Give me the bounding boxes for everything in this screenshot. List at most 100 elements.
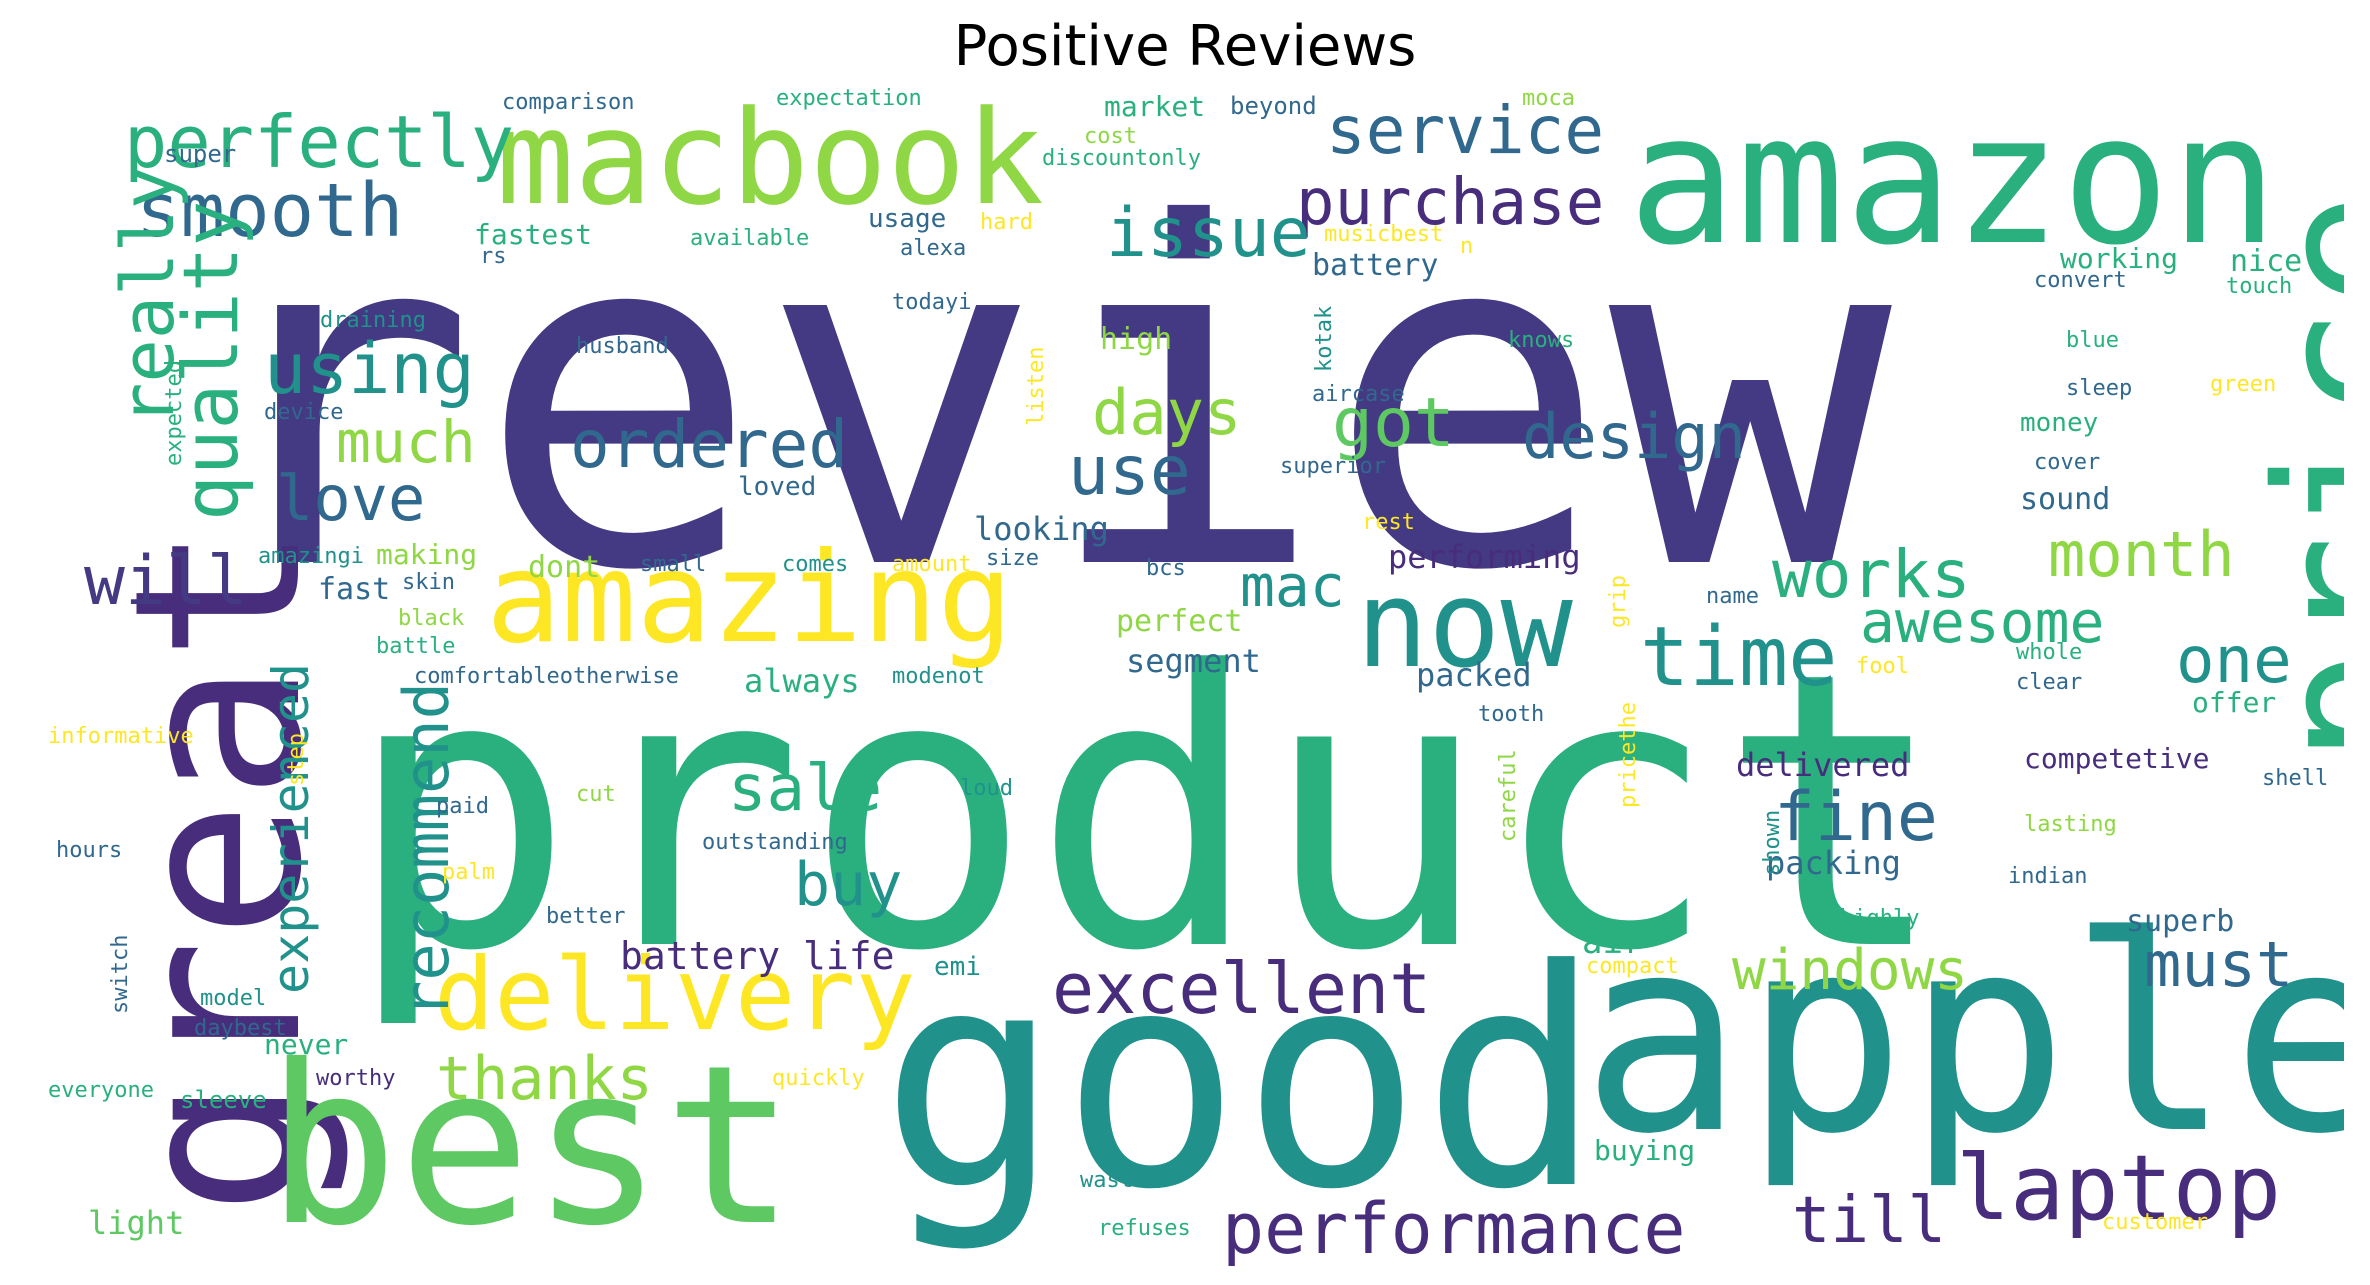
word-model: model [200, 986, 266, 1011]
word-perfect: perfect [1116, 604, 1242, 639]
word-better: better [546, 904, 625, 929]
word-everyone: everyone [48, 1078, 154, 1103]
word-macbook: macbook [496, 86, 1044, 234]
word-one: one [2176, 624, 2292, 698]
word-looking: looking [974, 510, 1109, 548]
word-modenot: modenot [892, 664, 985, 689]
word-design: design [1522, 400, 1746, 473]
word-outstanding: outstanding [702, 830, 848, 855]
word-apple: apple [1581, 878, 2344, 1193]
word-available: available [690, 226, 809, 251]
word-loud: loud [960, 776, 1013, 801]
word-laptop: laptop [1956, 1136, 2281, 1241]
word-expected: expected [162, 360, 187, 466]
word-perfectly: perfectly [124, 100, 514, 184]
word-performance: performance [1222, 1188, 1686, 1266]
word-performing: performing [1388, 538, 1581, 576]
word-battle: battle [376, 634, 455, 659]
word-days: days [1092, 376, 1241, 449]
word-battery-life: battery life [620, 934, 895, 978]
word-really: really [106, 166, 190, 426]
word-draining: draining [320, 308, 426, 333]
word-amazing: amazing [486, 526, 1013, 671]
word-experienced: experienced [262, 663, 320, 994]
word-knows: knows [1508, 328, 1574, 353]
word-market: market [1104, 90, 1205, 123]
word-air: air [1582, 922, 1643, 962]
word-fast: fast [318, 572, 390, 607]
word-device: device [264, 400, 343, 425]
word-superior: superior [1280, 454, 1386, 479]
word-fine: fine [1774, 778, 1938, 857]
word-use: use [1068, 432, 1191, 511]
word-cover: cover [2034, 450, 2100, 475]
word-expectation: expectation [776, 86, 922, 111]
word-shell: shell [2262, 766, 2328, 791]
word-bcs: bcs [1146, 556, 1186, 581]
word-waste: waste [1080, 1168, 1146, 1193]
word-making: making [376, 538, 477, 571]
word-lasting: lasting [2024, 812, 2117, 837]
word-beyond: beyond [1230, 92, 1317, 120]
word-compact: compact [1586, 954, 1679, 979]
word-refuses: refuses [1098, 1216, 1191, 1241]
word-sound: sound [2020, 482, 2110, 517]
word-cost: cost [1084, 124, 1137, 149]
word-light: light [88, 1204, 184, 1242]
word-high: high [1100, 322, 1172, 357]
word-quality: quality [166, 201, 255, 521]
word-dont: dont [528, 550, 600, 585]
word-packed: packed [1416, 656, 1532, 694]
word-love: love [276, 462, 425, 535]
word-price: price [2236, 192, 2344, 764]
word-working: working [2060, 242, 2178, 275]
word-issue: issue [1106, 194, 1311, 273]
word-never: never [264, 1028, 348, 1061]
word-whole: whole [2016, 640, 2082, 665]
word-comes: comes [782, 552, 848, 577]
word-touch: touch [2226, 274, 2292, 299]
word-quickly: quickly [772, 1066, 865, 1091]
word-amazingi: amazingi [258, 544, 364, 569]
word-delivered: delivered [1736, 746, 1909, 784]
word-green: green [2210, 372, 2276, 397]
word-customer: customer [2102, 1210, 2208, 1235]
word-worthy: worthy [316, 1066, 395, 1091]
word-sleeve: sleeve [180, 1086, 267, 1114]
word-product: product [346, 591, 1947, 1034]
word-always: always [744, 662, 860, 700]
word-tooth: tooth [1478, 702, 1544, 727]
word-mac: mac [1240, 552, 1345, 620]
word-emi: emi [934, 952, 981, 982]
word-got: got [1332, 384, 1455, 463]
word-awesome: awesome [1860, 588, 2104, 656]
word-small: small [640, 552, 706, 577]
word-amazon: amazon [1628, 86, 2278, 285]
word-listen: listen [1024, 347, 1049, 426]
word-smooth: smooth [136, 168, 403, 254]
word-shown: shown [1760, 810, 1785, 876]
word-alexa: alexa [900, 236, 966, 261]
word-money: money [2020, 408, 2098, 438]
word-segment: segment [1126, 642, 1261, 680]
word-will: will [84, 542, 248, 621]
word-name: name [1706, 584, 1759, 609]
word-cut: cut [576, 782, 616, 807]
word-size: size [986, 546, 1039, 571]
word-discountonly: discountonly [1042, 146, 1201, 171]
word-skin: skin [402, 570, 455, 595]
word-fool: fool [1856, 654, 1909, 679]
word-switch: switch [108, 935, 133, 1014]
word-recommend: recommend [390, 682, 463, 1018]
word-blue: blue [2066, 328, 2119, 353]
word-purchase: purchase [1296, 166, 1604, 240]
word-informative: informative [48, 724, 194, 749]
word-excellent: excellent [1052, 948, 1431, 1030]
word-loved: loved [738, 472, 816, 502]
word-battery: battery [1312, 248, 1438, 283]
word-packing: packing [1766, 844, 1901, 882]
chart-title: Positive Reviews [953, 14, 1417, 79]
word-n: n [1460, 234, 1473, 259]
word-buy: buy [794, 850, 902, 920]
